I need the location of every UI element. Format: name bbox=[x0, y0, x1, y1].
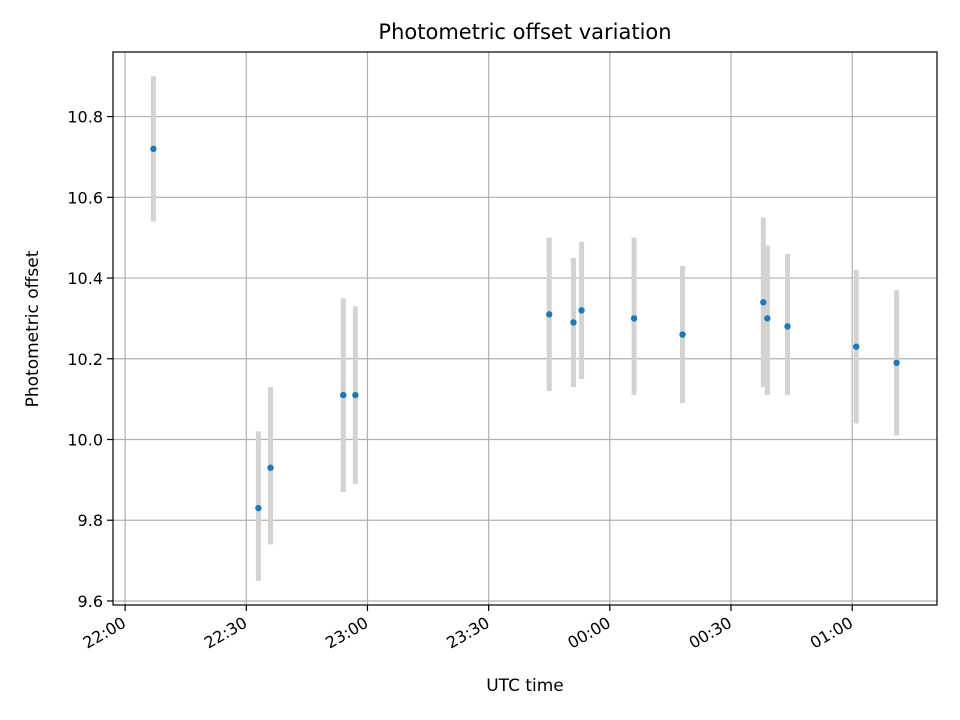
data-point bbox=[764, 315, 771, 322]
y-tick-label: 9.8 bbox=[78, 511, 103, 530]
data-point bbox=[853, 343, 860, 350]
data-point bbox=[760, 299, 767, 306]
plot-frame bbox=[112, 51, 938, 606]
y-axis: 9.6 9.8 10.0 10.2 10.4 10.6 10.8 bbox=[67, 108, 113, 611]
y-tick-label: 9.6 bbox=[78, 592, 103, 611]
data-point bbox=[352, 391, 359, 399]
y-tick-label: 10.6 bbox=[67, 188, 103, 207]
data-point bbox=[630, 315, 638, 322]
y-axis-label: Photometric offset bbox=[23, 250, 43, 407]
y-tick-label: 10.2 bbox=[67, 350, 103, 369]
data-point bbox=[150, 145, 157, 153]
data-point bbox=[784, 323, 791, 330]
x-axis-label: UTC time bbox=[486, 676, 564, 696]
data-point bbox=[893, 359, 900, 367]
data-point bbox=[546, 311, 553, 318]
data-point bbox=[340, 391, 347, 399]
data-point bbox=[578, 307, 585, 314]
data-point bbox=[679, 331, 686, 338]
y-tick-label: 10.0 bbox=[67, 431, 103, 450]
data-point bbox=[267, 464, 274, 471]
chart-title: Photometric offset variation bbox=[378, 20, 671, 44]
data-point bbox=[255, 504, 262, 512]
data-point bbox=[570, 319, 577, 326]
grid bbox=[113, 52, 937, 605]
y-tick-label: 10.4 bbox=[67, 269, 103, 288]
y-tick-label: 10.8 bbox=[67, 108, 103, 127]
data-points bbox=[150, 145, 900, 512]
